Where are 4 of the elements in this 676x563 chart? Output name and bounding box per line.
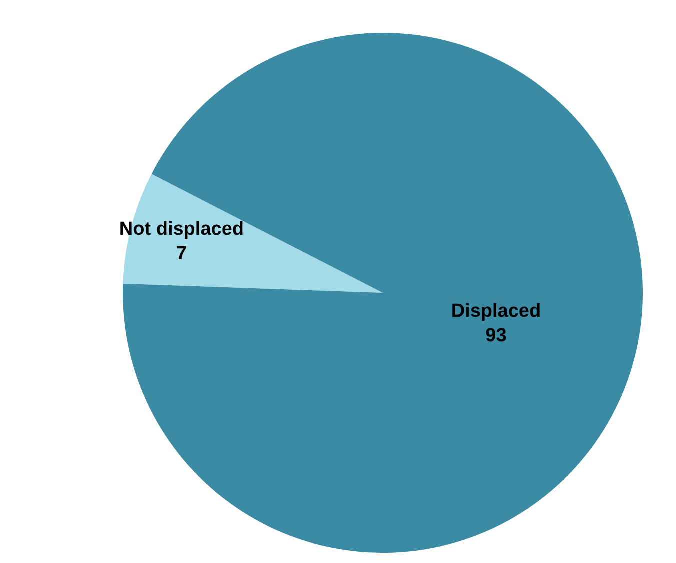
data-label: 93: [486, 325, 507, 346]
data-label: 7: [176, 244, 188, 265]
slice-label: Not displaced: [119, 218, 244, 240]
slice-label: Displaced: [451, 300, 542, 322]
